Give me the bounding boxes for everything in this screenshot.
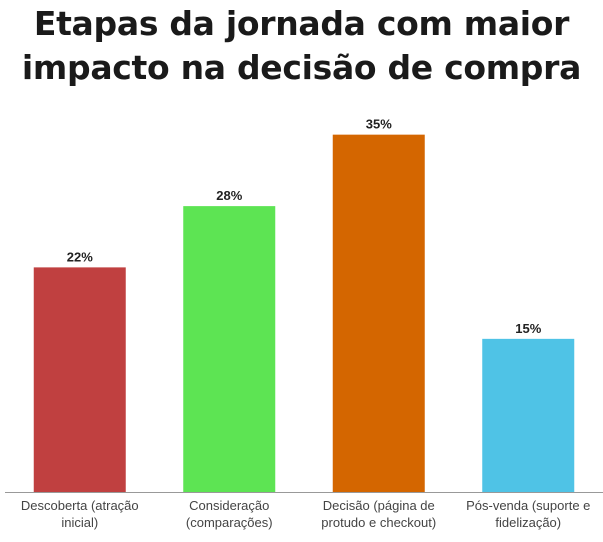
- value-label-1: 22%: [67, 249, 93, 264]
- bars-group: [33, 134, 575, 492]
- bar-1: [33, 267, 126, 492]
- x-tick-label-1: Descoberta (atração inicial): [21, 498, 139, 530]
- x-tick-labels-group: Descoberta (atração inicial) Consideração(…: [21, 498, 591, 530]
- chart-title: Etapas da jornada com maior impacto na d…: [21, 4, 582, 87]
- value-label-3: 35%: [366, 117, 392, 132]
- x-tick-label-2: Consideração (comparações): [186, 498, 273, 530]
- x-tick-label-3: Decisão (página de protudo e checkout): [321, 498, 436, 530]
- value-label-2: 28%: [216, 188, 242, 203]
- bar-4: [482, 338, 575, 492]
- bar-2: [183, 206, 276, 492]
- value-labels-group: 22% 28% 35% 15%: [67, 117, 542, 336]
- bar-3: [332, 134, 425, 492]
- value-label-4: 15%: [515, 321, 541, 336]
- x-tick-label-4: Pós-venda (suporte e fidelização): [466, 498, 590, 530]
